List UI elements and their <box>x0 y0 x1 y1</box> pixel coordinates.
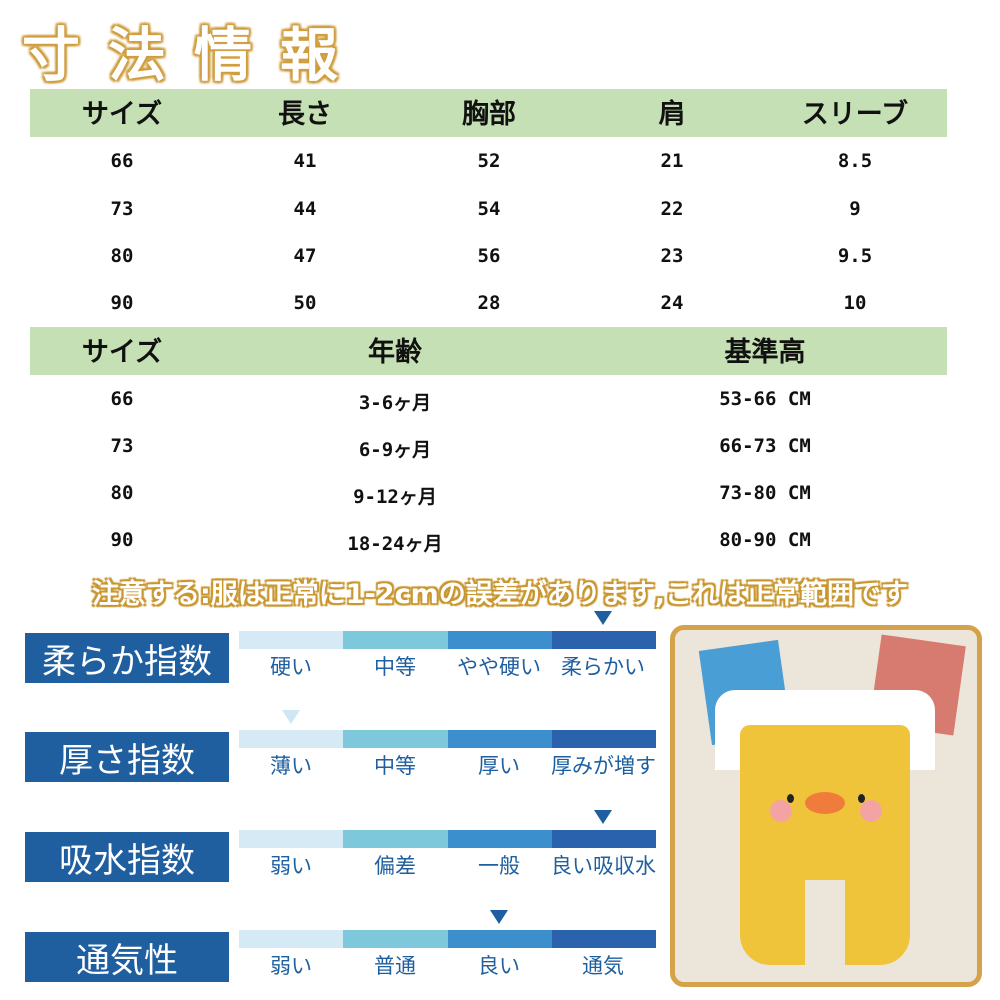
age-cell: 18-24ヶ月 <box>347 533 443 555</box>
size-cell: 50 <box>293 292 317 314</box>
size-cell: 47 <box>293 245 317 267</box>
scale-option: 薄い <box>270 754 312 778</box>
scale-option: 弱い <box>270 954 312 978</box>
size-cell: 52 <box>477 150 501 172</box>
selected-marker-icon <box>594 810 612 824</box>
size-cell: 80 <box>110 245 134 267</box>
size-cell: 8.5 <box>837 150 873 172</box>
size-cell: 9.5 <box>837 245 873 267</box>
scale-segment <box>343 631 448 649</box>
size-header-cell: 肩 <box>658 99 686 130</box>
age-cell: 90 <box>110 529 134 551</box>
age-cell: 73-80 CM <box>719 482 811 504</box>
age-cell: 3-6ヶ月 <box>358 392 432 414</box>
scale-option: 弱い <box>270 854 312 878</box>
scale-segment <box>551 930 656 948</box>
size-cell: 23 <box>660 245 684 267</box>
scale-segment <box>239 930 344 948</box>
scale-option: 通気 <box>582 954 624 978</box>
index-scale-bar <box>239 631 656 649</box>
scale-option: 厚みが増す <box>551 754 656 778</box>
scale-segment <box>447 930 552 948</box>
scale-segment <box>239 631 344 649</box>
scale-option: 厚い <box>478 754 520 778</box>
size-cell: 28 <box>477 292 501 314</box>
page-title: 寸法情報 <box>22 21 367 89</box>
scale-segment <box>447 830 552 848</box>
size-header-cell: 胸部 <box>462 99 516 130</box>
scale-segment <box>447 730 552 748</box>
age-cell: 66 <box>110 388 134 410</box>
age-header-cell: サイズ <box>81 337 163 368</box>
size-cell: 73 <box>110 198 134 220</box>
size-cell: 10 <box>843 292 867 314</box>
scale-segment <box>551 631 656 649</box>
scale-segment <box>239 730 344 748</box>
scale-option: 偏差 <box>374 854 416 878</box>
size-cell: 24 <box>660 292 684 314</box>
size-cell: 21 <box>660 150 684 172</box>
scale-option: 普通 <box>374 954 416 978</box>
age-header-cell: 年齢 <box>368 337 422 368</box>
age-cell: 73 <box>110 435 134 457</box>
size-table-header <box>30 89 947 137</box>
index-label: 吸水指数 <box>25 832 229 882</box>
size-cell: 22 <box>660 198 684 220</box>
scale-option: 良い <box>478 954 520 978</box>
scale-segment <box>343 830 448 848</box>
index-scale-bar <box>239 830 656 848</box>
scale-option: 一般 <box>478 854 520 878</box>
scale-segment <box>239 830 344 848</box>
size-cell: 44 <box>293 198 317 220</box>
scale-option: 硬い <box>270 655 312 679</box>
age-cell: 9-12ヶ月 <box>353 486 437 508</box>
index-label: 柔らか指数 <box>25 633 229 683</box>
age-header-cell: 基準高 <box>724 337 806 368</box>
size-header-cell: サイズ <box>81 99 163 130</box>
selected-marker-icon <box>594 611 612 625</box>
scale-segment <box>343 930 448 948</box>
scale-segment <box>447 631 552 649</box>
product-photo <box>670 625 982 987</box>
selected-marker-icon <box>282 710 300 724</box>
index-scale-bar <box>239 730 656 748</box>
scale-segment <box>343 730 448 748</box>
age-cell: 53-66 CM <box>719 388 811 410</box>
scale-option: 中等 <box>374 655 416 679</box>
size-header-cell: 長さ <box>278 99 332 130</box>
age-cell: 80-90 CM <box>719 529 811 551</box>
size-cell: 56 <box>477 245 501 267</box>
notice-text: 注意する:服は正常に1-2cmの誤差があります,これは正常範囲です <box>92 579 908 610</box>
age-cell: 6-9ヶ月 <box>358 439 432 461</box>
scale-segment <box>551 730 656 748</box>
size-cell: 54 <box>477 198 501 220</box>
index-label: 通気性 <box>25 932 229 982</box>
index-label: 厚さ指数 <box>25 732 229 782</box>
scale-segment <box>551 830 656 848</box>
scale-option: 良い吸収水 <box>551 854 656 878</box>
age-table-header <box>30 327 947 375</box>
scale-option: 柔らかい <box>561 655 645 679</box>
index-scale-bar <box>239 930 656 948</box>
size-header-cell: スリーブ <box>801 99 909 130</box>
age-cell: 80 <box>110 482 134 504</box>
age-cell: 66-73 CM <box>719 435 811 457</box>
scale-option: 中等 <box>374 754 416 778</box>
size-cell: 9 <box>849 198 861 220</box>
scale-option: やや硬い <box>457 655 541 679</box>
size-cell: 90 <box>110 292 134 314</box>
size-cell: 41 <box>293 150 317 172</box>
selected-marker-icon <box>490 910 508 924</box>
size-cell: 66 <box>110 150 134 172</box>
